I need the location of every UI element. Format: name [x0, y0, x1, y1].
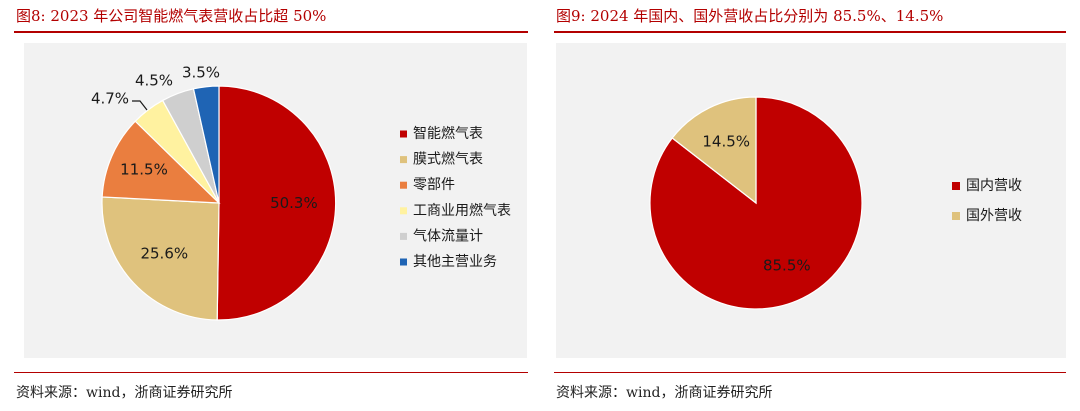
legend-swatch-1: [400, 130, 407, 138]
figure-9-panel: 图9: 2024 年国内、国外营收占比分别为 85.5%、14.5% 85.5%…: [554, 0, 1066, 411]
legend-label-5: 气体流量计: [413, 228, 483, 244]
data-label-6: 3.5%: [182, 64, 220, 82]
pie-slice-3: [101, 120, 221, 204]
legend-label-2: 国外营收: [966, 208, 1022, 224]
legend-label-4: 工商业用燃气表: [413, 202, 511, 219]
revenue-mix-2023-pie-chart: 50.3% 25.6% 11.5% 4.7% 4.5% 3.5% 智能燃气表膜式燃气表零部件…: [91, 64, 511, 321]
legend-swatch-5: [400, 232, 407, 240]
legend-swatch-6: [400, 258, 407, 266]
pie-slice-2: [671, 96, 757, 205]
legend-swatch-2: [952, 212, 960, 220]
legend-swatch-3: [400, 181, 407, 189]
data-label-1: 50.3%: [270, 194, 318, 212]
legend-label-6: 其他主营业务: [413, 254, 497, 270]
figure-8-top-rule: [14, 31, 528, 33]
leader-line-4: [132, 100, 148, 111]
pie-slice-2: [101, 196, 220, 321]
legend-label-1: 国内营收: [966, 178, 1022, 194]
legend-label-1: 智能燃气表: [413, 125, 483, 142]
figure-9-title: 图9: 2024 年国内、国外营收占比分别为 85.5%、14.5%: [556, 7, 944, 25]
legend-swatch-1: [952, 182, 960, 190]
data-label-1: 85.5%: [763, 256, 811, 274]
legend-swatch-4: [400, 207, 407, 215]
data-label-2: 14.5%: [702, 133, 750, 151]
pie-slice-6: [192, 85, 220, 204]
figure-9-source: 资料来源：wind，浙商证券研究所: [556, 385, 773, 401]
figure-8-source: 资料来源：wind，浙商证券研究所: [16, 385, 233, 401]
figure-8-title: 图8: 2023 年公司智能燃气表营收占比超 50%: [16, 7, 327, 25]
figure-9-bottom-rule: [554, 372, 1066, 373]
data-label-2: 25.6%: [140, 245, 188, 263]
legend-swatch-2: [400, 156, 407, 164]
pie-slice-1: [216, 85, 337, 321]
legend-label-2: 膜式燃气表: [413, 151, 483, 168]
data-label-3: 11.5%: [120, 161, 168, 179]
figure-8-panel: 图8: 2023 年公司智能燃气表营收占比超 50% 50.3% 25.6% 11.…: [14, 0, 528, 411]
figure-8-bottom-rule: [14, 372, 528, 373]
data-label-4: 4.7%: [91, 90, 129, 108]
figure-9-top-rule: [554, 31, 1066, 33]
legend-label-3: 零部件: [413, 177, 455, 193]
data-label-5: 4.5%: [135, 72, 173, 90]
